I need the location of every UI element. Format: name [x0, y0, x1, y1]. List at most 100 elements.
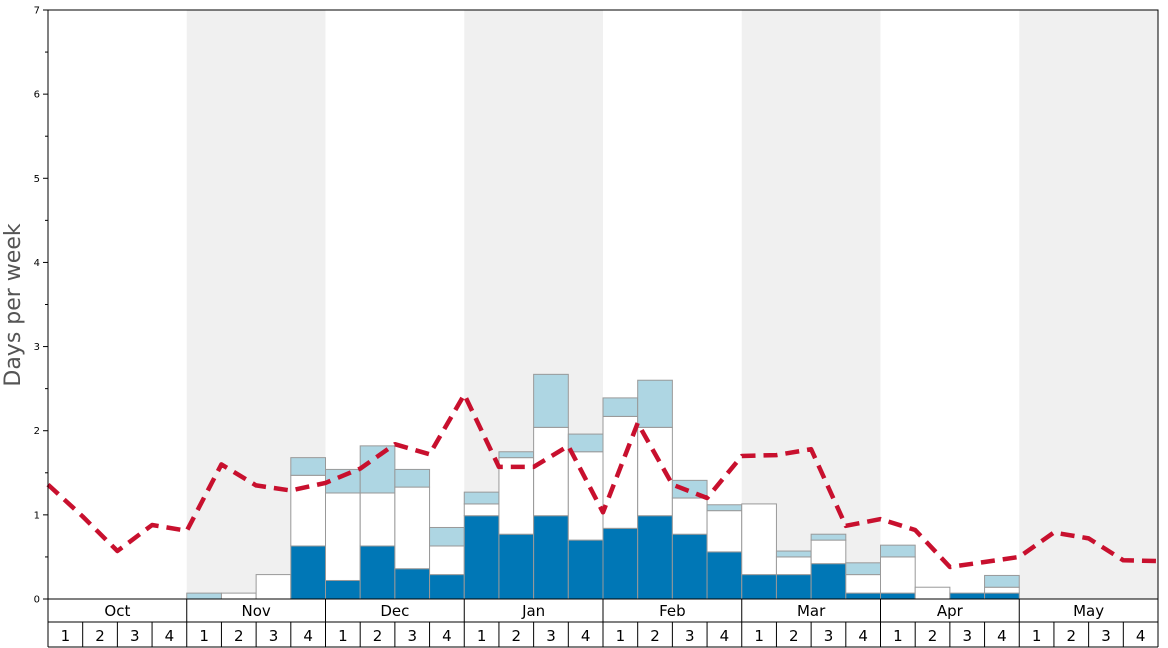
- y-tick-label: 0: [34, 595, 40, 606]
- bar-segment: [949, 592, 986, 600]
- month-label: Apr: [937, 602, 964, 620]
- bar-segment: [880, 592, 916, 600]
- bar-segment: [290, 457, 326, 476]
- bar-segment: [429, 574, 465, 600]
- bar-segment: [359, 492, 396, 547]
- week-label: 2: [789, 627, 799, 645]
- week-label: 4: [303, 627, 313, 645]
- week-label: 2: [512, 627, 522, 645]
- bar-segment: [741, 503, 777, 576]
- y-tick-label: 2: [34, 426, 40, 437]
- week-label: 1: [754, 627, 764, 645]
- month-label: Oct: [104, 602, 130, 620]
- month-label: Mar: [797, 602, 826, 620]
- month-band: [741, 10, 881, 599]
- y-axis: 0 1 2 3 4 5 6 7: [34, 6, 48, 606]
- y-tick-label: 4: [34, 258, 40, 269]
- y-axis-label: Days per week: [1, 223, 26, 386]
- y-tick-label: 7: [34, 6, 40, 17]
- week-label: 3: [407, 627, 417, 645]
- week-label: 2: [373, 627, 383, 645]
- week-label: 1: [477, 627, 487, 645]
- bar-segment: [429, 526, 465, 547]
- bar-segment: [706, 504, 743, 512]
- week-label: 4: [1136, 627, 1146, 645]
- bar-segment: [775, 574, 812, 600]
- bar-segment: [463, 515, 500, 600]
- bar-segment: [567, 433, 604, 453]
- x-axis: Oct 1 2 3 4 Nov 1 2 3 4 Dec 1 2 3 4 Jan 1 2 3 4 Feb 1 2 3 4 Mar 1 2…: [47, 599, 1159, 648]
- bar-segment: [845, 562, 881, 576]
- month-label: Dec: [380, 602, 409, 620]
- bar-segment: [290, 545, 326, 600]
- bar-segment: [706, 510, 743, 553]
- bar-segment: [394, 568, 431, 600]
- bar-segment: [810, 539, 847, 565]
- month-label: Jan: [521, 602, 545, 620]
- bar-segment: [775, 556, 812, 576]
- bar-segment: [533, 426, 569, 517]
- week-label: 3: [269, 627, 279, 645]
- week-label: 3: [546, 627, 556, 645]
- week-label: 4: [858, 627, 868, 645]
- week-label: 3: [685, 627, 695, 645]
- week-label: 1: [616, 627, 626, 645]
- week-label: 4: [442, 627, 452, 645]
- month-label: Feb: [659, 602, 686, 620]
- bar-segment: [255, 574, 292, 600]
- week-label: 2: [95, 627, 105, 645]
- week-label: 3: [130, 627, 140, 645]
- week-label: 4: [997, 627, 1007, 645]
- y-tick-label: 5: [34, 174, 40, 185]
- y-tick-label: 1: [34, 510, 40, 521]
- bar-segment: [567, 451, 604, 541]
- bar-segment: [498, 451, 535, 459]
- bar-segment: [880, 544, 916, 558]
- week-label: 1: [1032, 627, 1042, 645]
- bar-segment: [914, 586, 951, 600]
- week-label: 4: [720, 627, 730, 645]
- bar-segment: [325, 492, 361, 581]
- week-label: 1: [61, 627, 71, 645]
- week-label: 2: [650, 627, 660, 645]
- week-label: 3: [824, 627, 834, 645]
- bar-segment: [741, 574, 777, 600]
- bar-segment: [463, 503, 500, 517]
- week-label: 1: [338, 627, 348, 645]
- month-label: Nov: [241, 602, 270, 620]
- bar-segment: [671, 533, 708, 600]
- week-label: 4: [581, 627, 591, 645]
- bar-segment: [463, 491, 500, 505]
- week-label: 1: [893, 627, 903, 645]
- bar-segment: [186, 592, 222, 600]
- bar-segment: [567, 539, 604, 600]
- month-band: [880, 10, 1020, 599]
- bar-segment: [359, 445, 396, 494]
- bar-segment: [394, 486, 431, 570]
- bar-segment: [880, 556, 916, 594]
- month-band: [1019, 10, 1158, 599]
- bar-segment: [533, 373, 569, 428]
- bar-segment: [637, 379, 673, 428]
- y-tick-label: 3: [34, 342, 40, 353]
- average-line-layer: [46, 392, 1159, 570]
- bar-segment: [429, 545, 465, 576]
- bar-segment: [325, 468, 361, 494]
- bar-segment: [775, 550, 812, 558]
- average-line: [46, 392, 1159, 570]
- bar-segment: [810, 563, 847, 600]
- bar-segment: [845, 592, 881, 600]
- bar-segment: [394, 468, 431, 488]
- bar-segment: [602, 527, 639, 600]
- week-label: 3: [962, 627, 972, 645]
- bar-segment: [325, 579, 361, 600]
- bar-segment: [984, 592, 1020, 600]
- bar-segment: [984, 574, 1020, 588]
- y-tick-label: 6: [34, 90, 40, 101]
- bar-segment: [706, 551, 743, 600]
- month-label: May: [1073, 602, 1104, 620]
- bar-segment: [637, 515, 673, 600]
- week-label: 3: [1101, 627, 1111, 645]
- bar-segment: [359, 545, 396, 600]
